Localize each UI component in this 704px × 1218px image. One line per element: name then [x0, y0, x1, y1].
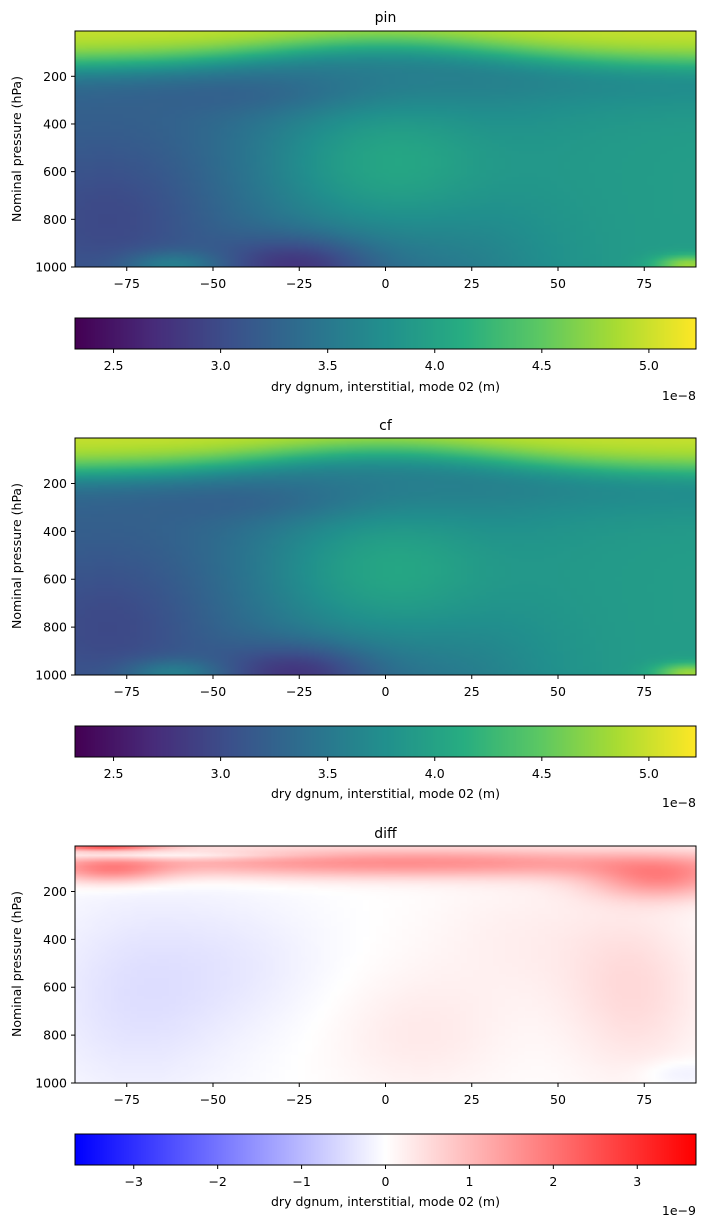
panel-title: pin [375, 10, 397, 26]
colorbar-tick-label: 4.5 [532, 358, 552, 373]
y-tick-label: 600 [43, 164, 67, 179]
colorbar-frame [74, 317, 697, 350]
y-axis-label: Nominal pressure (hPa) [9, 483, 24, 629]
x-tick-label: −25 [286, 276, 312, 291]
colorbar-ticks: 2.5 3.0 3.5 4.0 4.5 5.0 [104, 349, 659, 373]
x-tick-label: −25 [286, 684, 312, 699]
x-tick-label: 0 [382, 276, 390, 291]
x-tick-label: 25 [464, 1092, 480, 1107]
colorbar-gradient [75, 318, 696, 349]
colorbar-tick-label: 3.5 [318, 766, 338, 781]
colorbar-tick-label: 2 [549, 1174, 557, 1189]
y-axis-label: Nominal pressure (hPa) [9, 76, 24, 222]
x-tick-label: −25 [286, 1092, 312, 1107]
y-tick-label: 400 [43, 524, 67, 539]
colorbar-offset: 1e−8 [662, 388, 696, 403]
x-axis-ticks: −75 −50 −25 0 25 50 75 [114, 267, 652, 291]
colorbar-tick-label: −2 [208, 1174, 226, 1189]
colorbar-tick-label: 0 [382, 1174, 390, 1189]
colorbar-tick-label: 2.5 [104, 766, 124, 781]
x-tick-label: 75 [636, 684, 652, 699]
colorbar-tick-label: 4.0 [425, 358, 445, 373]
x-tick-label: 75 [636, 1092, 652, 1107]
x-tick-label: −50 [200, 276, 226, 291]
colorbar-ticks: −3 −2 −1 0 1 2 3 [125, 1165, 641, 1189]
heatmap-field [75, 438, 696, 675]
panel-pin: pin −75 −50 −25 0 25 50 75 200 400 600 800 1000 No… [9, 10, 697, 403]
x-tick-label: −75 [114, 1092, 140, 1107]
x-axis-ticks: −75 −50 −25 0 25 50 75 [114, 675, 652, 699]
colorbar-label: dry dgnum, interstitial, mode 02 (m) [271, 1194, 500, 1209]
x-tick-label: 0 [382, 684, 390, 699]
y-tick-label: 200 [43, 69, 67, 84]
y-tick-label: 800 [43, 1028, 67, 1043]
panel-cf: cf −75 −50 −25 0 25 50 75 200 400 600 800 1000 Nom… [9, 418, 697, 810]
x-tick-label: 0 [382, 1092, 390, 1107]
y-tick-label: 600 [43, 980, 67, 995]
colorbar-gradient [75, 1134, 696, 1165]
colorbar-tick-label: 3.5 [318, 358, 338, 373]
x-axis-ticks: −75 −50 −25 0 25 50 75 [114, 1083, 652, 1107]
colorbar-tick-label: 4.0 [425, 766, 445, 781]
colorbar-label: dry dgnum, interstitial, mode 02 (m) [271, 379, 500, 394]
y-tick-label: 800 [43, 620, 67, 635]
colorbar-frame [74, 725, 697, 758]
y-tick-label: 800 [43, 212, 67, 227]
y-tick-label: 1000 [35, 1076, 67, 1091]
y-tick-label: 200 [43, 884, 67, 899]
y-tick-label: 1000 [35, 260, 67, 275]
panel-title: cf [379, 418, 393, 434]
colorbar-tick-label: 2.5 [104, 358, 124, 373]
panel-diff: diff −75 −50 −25 0 25 50 75 200 400 600 800 1000 N… [9, 826, 697, 1218]
x-tick-label: −50 [200, 1092, 226, 1107]
x-tick-label: −50 [200, 684, 226, 699]
heatmap-field [75, 31, 696, 267]
colorbar-tick-label: 5.0 [639, 358, 659, 373]
y-axis-ticks: 200 400 600 800 1000 [35, 884, 75, 1091]
heatmap-field [75, 846, 696, 1083]
y-tick-label: 200 [43, 476, 67, 491]
colorbar-tick-label: 3 [633, 1174, 641, 1189]
colorbar-tick-label: −3 [125, 1174, 143, 1189]
colorbar-offset: 1e−8 [662, 795, 696, 810]
y-tick-label: 1000 [35, 668, 67, 683]
colorbar-ticks: 2.5 3.0 3.5 4.0 4.5 5.0 [104, 757, 659, 781]
colorbar-label: dry dgnum, interstitial, mode 02 (m) [271, 786, 500, 801]
colorbar-tick-label: 1 [465, 1174, 473, 1189]
x-tick-label: 25 [464, 276, 480, 291]
panel-title: diff [374, 826, 397, 842]
y-tick-label: 600 [43, 572, 67, 587]
colorbar-tick-label: −1 [292, 1174, 310, 1189]
y-tick-label: 400 [43, 116, 67, 131]
x-tick-label: −75 [114, 684, 140, 699]
y-axis-ticks: 200 400 600 800 1000 [35, 476, 75, 683]
y-axis-ticks: 200 400 600 800 1000 [35, 69, 75, 275]
colorbar-tick-label: 3.0 [211, 358, 231, 373]
colorbar-tick-label: 5.0 [639, 766, 659, 781]
x-tick-label: −75 [114, 276, 140, 291]
x-tick-label: 50 [550, 276, 566, 291]
x-tick-label: 75 [636, 276, 652, 291]
colorbar-offset: 1e−9 [662, 1203, 696, 1218]
colorbar-tick-label: 4.5 [532, 766, 552, 781]
x-tick-label: 50 [550, 684, 566, 699]
colorbar-tick-label: 3.0 [211, 766, 231, 781]
colorbar-gradient [75, 726, 696, 757]
x-tick-label: 25 [464, 684, 480, 699]
y-tick-label: 400 [43, 932, 67, 947]
y-axis-label: Nominal pressure (hPa) [9, 891, 24, 1037]
x-tick-label: 50 [550, 1092, 566, 1107]
